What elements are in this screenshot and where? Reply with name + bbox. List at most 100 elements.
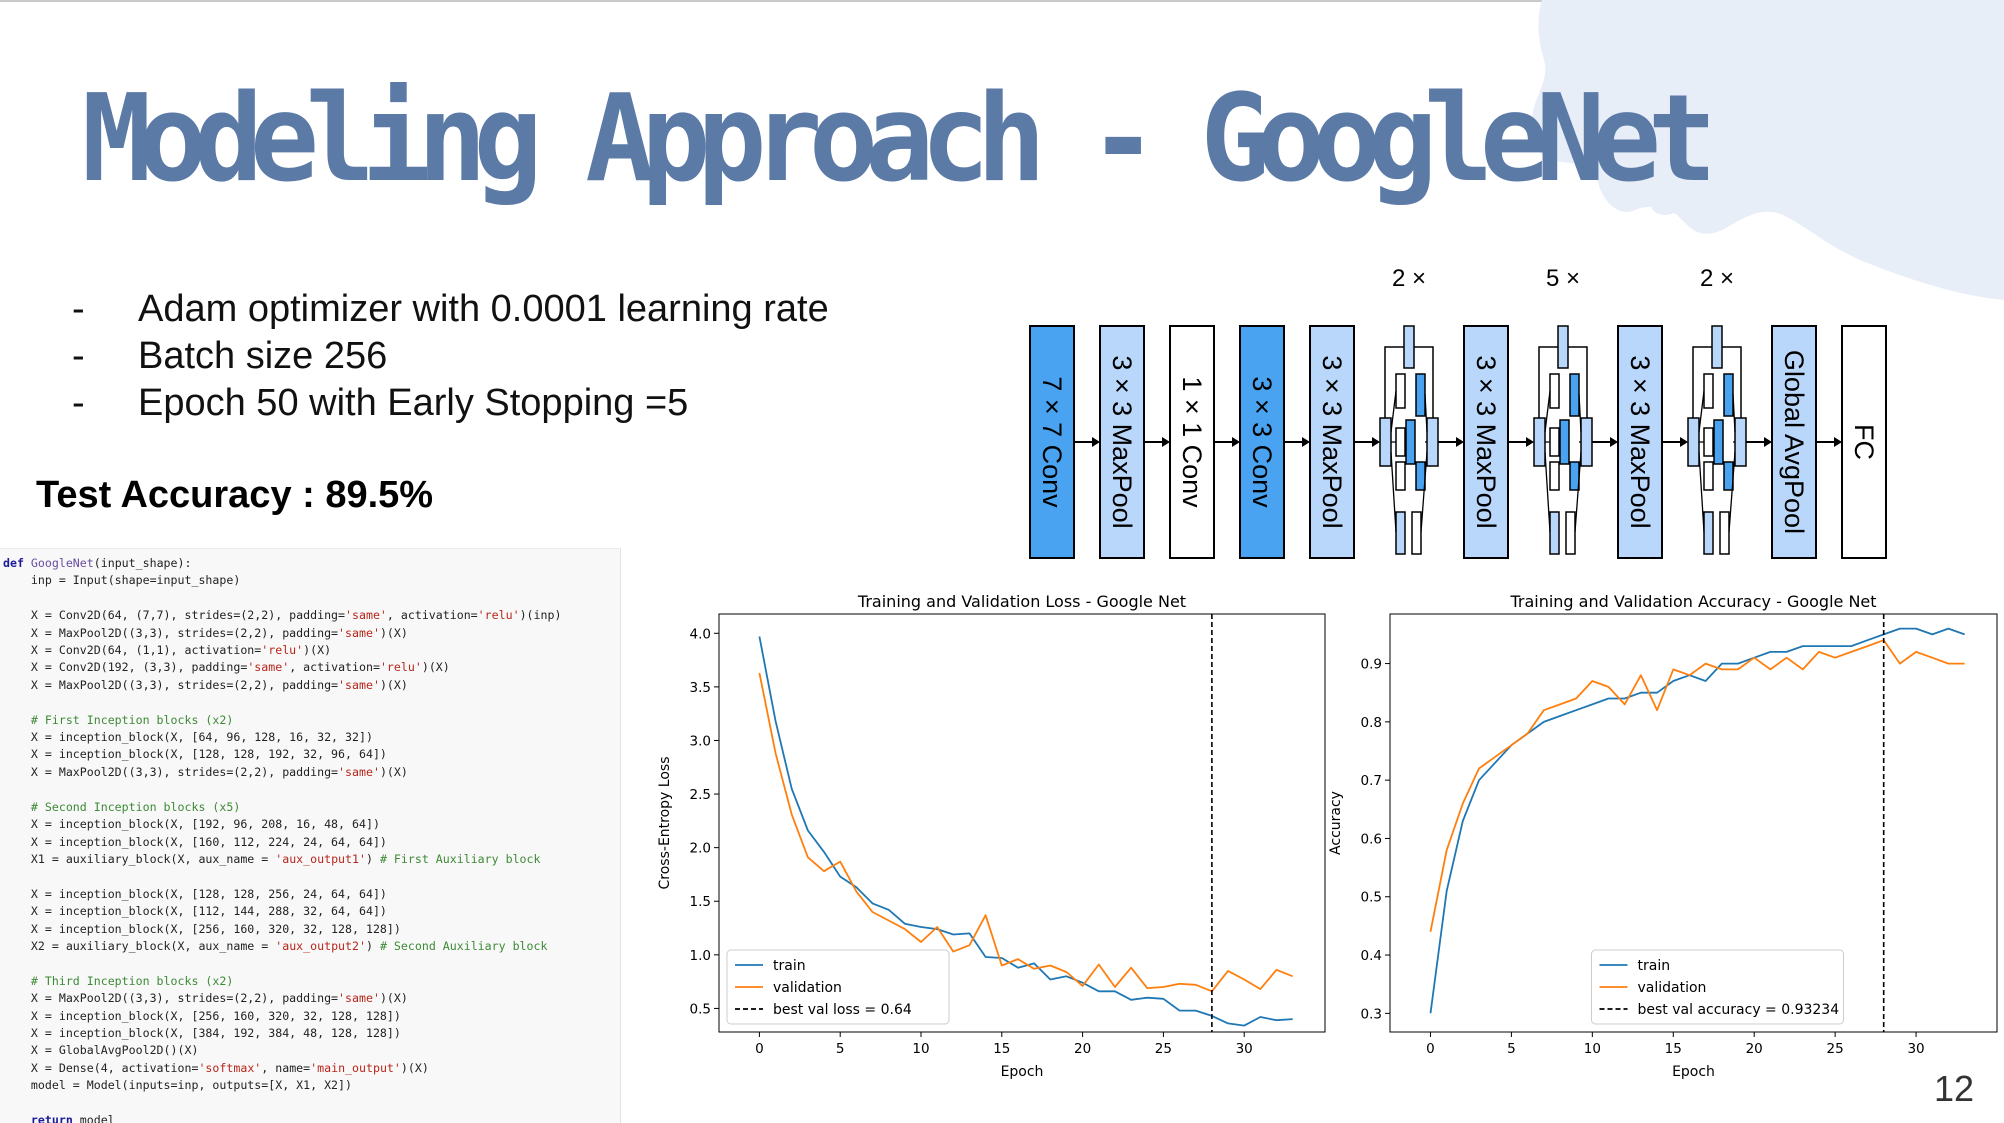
inception-branch bbox=[1559, 419, 1570, 465]
code-token: 'same' bbox=[338, 764, 380, 779]
inception-branch bbox=[1549, 373, 1560, 409]
code-token: 'same' bbox=[345, 608, 387, 623]
arch-block bbox=[1239, 325, 1285, 559]
arrow-head bbox=[1680, 437, 1688, 447]
code-token: 'same' bbox=[338, 625, 380, 640]
inception-input bbox=[1533, 417, 1546, 467]
inception-input bbox=[1379, 417, 1392, 467]
code-line: X = inception_block(X, [192, 96, 208, 16… bbox=[3, 817, 380, 831]
inception-branch bbox=[1395, 511, 1406, 555]
code-token: X = MaxPool2D((3,3), strides=(2,2), padd… bbox=[3, 764, 339, 779]
code-token: X = MaxPool2D((3,3), strides=(2,2), padd… bbox=[3, 677, 339, 692]
y-tick-label: 3.0 bbox=[690, 733, 711, 749]
arch-block-label: 3 × 3 MaxPool bbox=[1107, 355, 1137, 528]
code-token: X = inception_block(X, [256, 160, 320, 3… bbox=[3, 1008, 401, 1023]
code-line: # First Inception blocks (x2) bbox=[3, 713, 233, 727]
x-tick-label: 0 bbox=[755, 1041, 764, 1057]
arch-repeat-label: 2 × bbox=[1700, 265, 1734, 292]
code-token: )(X) bbox=[379, 677, 408, 692]
code-token: )(X) bbox=[421, 660, 450, 675]
code-token: )(X) bbox=[379, 991, 408, 1006]
arch-block bbox=[1841, 325, 1887, 559]
code-token: 'same' bbox=[338, 677, 380, 692]
y-tick-label: 0.5 bbox=[690, 1001, 711, 1017]
x-tick-label: 10 bbox=[912, 1041, 929, 1057]
arrow-head bbox=[1764, 437, 1772, 447]
arrow-head bbox=[1526, 437, 1534, 447]
inception-branch bbox=[1405, 419, 1416, 465]
code-token: X = inception_block(X, [256, 160, 320, 3… bbox=[3, 921, 401, 936]
inception-branch bbox=[1723, 373, 1734, 417]
inception-connectors bbox=[1544, 390, 1582, 533]
x-tick-label: 10 bbox=[1584, 1041, 1601, 1057]
series-line-validation bbox=[758, 672, 1294, 993]
inception-branch bbox=[1395, 427, 1406, 457]
legend-box bbox=[726, 949, 950, 1025]
inception-branch bbox=[1549, 427, 1560, 457]
arch-block-label: 3 × 3 MaxPool bbox=[1625, 355, 1655, 528]
x-tick-label: 20 bbox=[1746, 1041, 1763, 1057]
code-token: # First Auxiliary block bbox=[379, 851, 541, 866]
chart-title: Training and Validation Accuracy - Googl… bbox=[1509, 592, 1876, 611]
arrow-head bbox=[1610, 437, 1618, 447]
page-number: 12 bbox=[1934, 1068, 1975, 1109]
legend-label: validation bbox=[1638, 980, 1707, 996]
y-tick-label: 0.7 bbox=[1361, 773, 1382, 789]
arrow-head bbox=[1162, 437, 1170, 447]
code-token: X1 = auxiliary_block(X, aux_name = bbox=[3, 851, 276, 866]
y-tick-label: 0.3 bbox=[1361, 1006, 1382, 1022]
code-token: GoogleNet bbox=[30, 556, 94, 570]
code-token: # Second Auxiliary block bbox=[379, 938, 548, 953]
x-tick-label: 5 bbox=[836, 1041, 845, 1057]
arch-block-label: Global AvgPool bbox=[1779, 350, 1809, 534]
inception-branch bbox=[1569, 373, 1580, 417]
arch-repeat-label: 5 × bbox=[1546, 265, 1580, 292]
code-token: inp = Input(shape=input_shape) bbox=[3, 573, 241, 588]
code-token: )(X) bbox=[303, 643, 332, 658]
bullet-marker: - bbox=[72, 382, 85, 424]
inception-skip-path bbox=[1692, 346, 1742, 418]
legend-label: best val accuracy = 0.93234 bbox=[1638, 1002, 1840, 1018]
code-token: X = GlobalAvgPool2D()(X) bbox=[3, 1043, 199, 1058]
arch-block bbox=[1463, 325, 1509, 559]
inception-concat bbox=[1734, 417, 1747, 467]
legend-label: train bbox=[1638, 958, 1671, 974]
slide-title: Modeling Approach - GoogleNet bbox=[82, 70, 1717, 209]
inception-skip-path bbox=[1538, 346, 1588, 418]
code-line: X = Conv2D(192, (3,3), padding='same', a… bbox=[3, 660, 450, 674]
inception-branch bbox=[1411, 511, 1422, 555]
inception-connectors bbox=[1390, 390, 1428, 533]
inception-top-pool bbox=[1557, 325, 1569, 369]
inception-branch bbox=[1549, 461, 1560, 491]
code-token: , activation= bbox=[386, 608, 478, 623]
code-line: # Second Inception blocks (x5) bbox=[3, 800, 240, 814]
inception-branch bbox=[1703, 511, 1714, 555]
x-axis-label: Epoch bbox=[1672, 1064, 1715, 1080]
x-axis-label: Epoch bbox=[1001, 1064, 1044, 1080]
code-token: 'softmax' bbox=[198, 1060, 262, 1075]
arrow-head bbox=[1092, 437, 1100, 447]
code-line: X = MaxPool2D((3,3), strides=(2,2), padd… bbox=[3, 765, 408, 779]
code-line: X = Conv2D(64, (1,1), activation='relu')… bbox=[3, 643, 331, 657]
inception-branch bbox=[1569, 461, 1580, 491]
inception-branch bbox=[1395, 373, 1406, 409]
code-line: X = MaxPool2D((3,3), strides=(2,2), padd… bbox=[3, 991, 408, 1005]
code-line: inp = Input(shape=input_shape) bbox=[3, 573, 240, 587]
inception-top-pool bbox=[1711, 325, 1723, 369]
code-token: X = inception_block(X, [160, 112, 224, 2… bbox=[3, 834, 387, 849]
inception-skip-path bbox=[1384, 346, 1434, 418]
code-line: return model bbox=[3, 1113, 115, 1123]
code-token: X = inception_block(X, [128, 128, 192, 3… bbox=[3, 747, 387, 762]
code-token: X = Conv2D(64, (7,7), strides=(2,2), pad… bbox=[3, 608, 346, 623]
arrow-head bbox=[1232, 437, 1240, 447]
code-line: def GoogleNet(input_shape): bbox=[3, 556, 191, 570]
code-line: X = GlobalAvgPool2D()(X) bbox=[3, 1043, 199, 1058]
code-token: 'same' bbox=[247, 660, 290, 675]
bullet-item: - Adam optimizer with 0.0001 learning rat… bbox=[72, 286, 829, 333]
test-accuracy: Test Accuracy : 89.5% bbox=[36, 474, 434, 516]
x-tick-label: 25 bbox=[1827, 1041, 1844, 1057]
code-token: model = Model(inputs=inp, outputs=[X, X1… bbox=[3, 1078, 353, 1093]
arrow-head bbox=[1372, 437, 1380, 447]
code-line: X2 = auxiliary_block(X, aux_name = 'aux_… bbox=[3, 938, 548, 953]
legend-label: validation bbox=[773, 980, 842, 996]
